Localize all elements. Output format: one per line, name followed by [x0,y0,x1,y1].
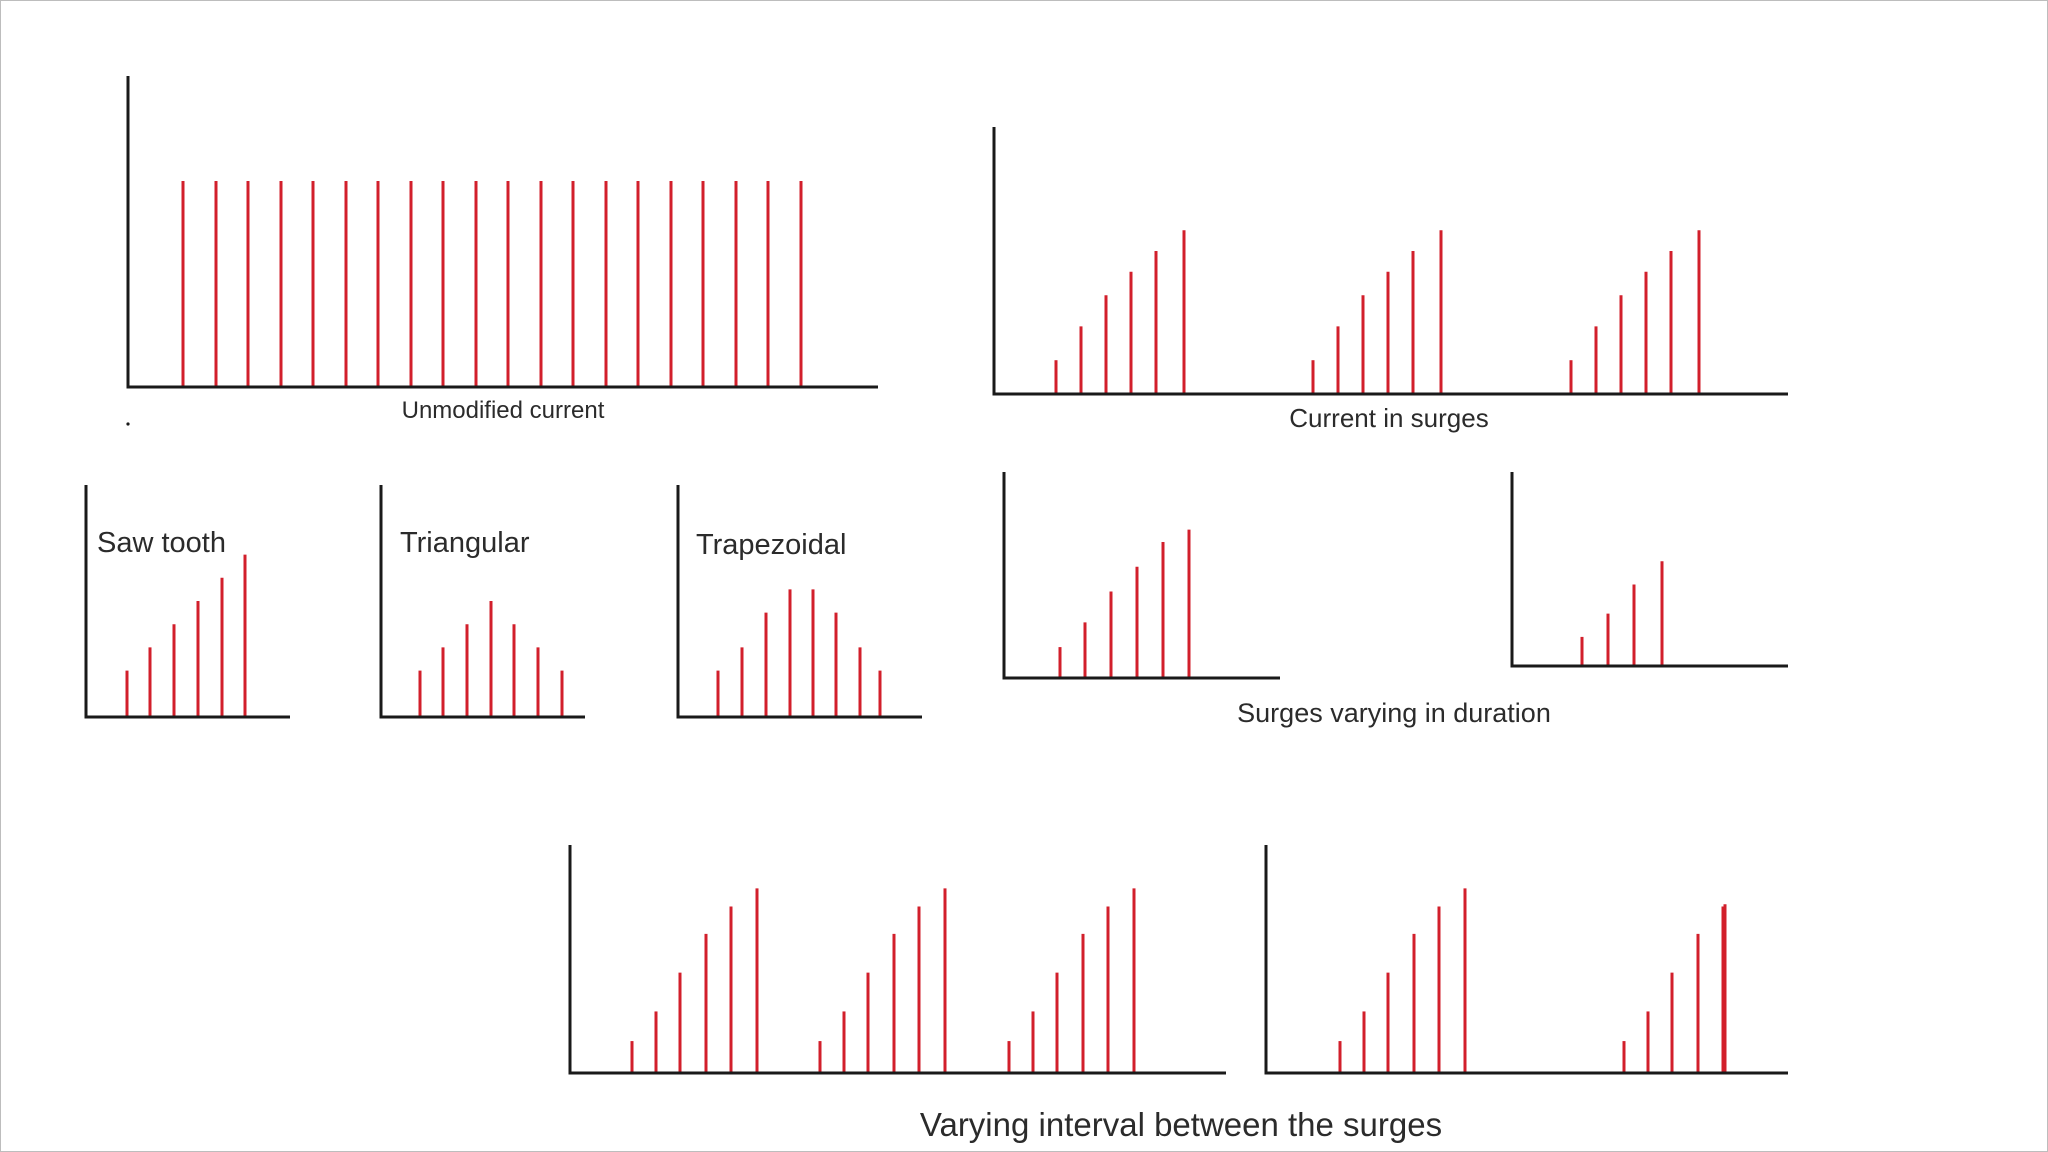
caption-varying-interval: Varying interval between the surges [920,1106,1442,1143]
title-saw-tooth: Saw tooth [97,527,226,559]
chart-interval-long [1264,845,1788,1075]
chart-surges [992,127,1788,396]
chart-interval-short [568,845,1226,1075]
chart-sawtooth [84,485,290,719]
caption-current-in-surges: Current in surges [1289,403,1488,433]
chart-unmodified [126,76,878,389]
charts-layer [84,76,1788,1075]
title-triangular: Triangular [400,527,530,559]
caption-surges-varying-duration: Surges varying in duration [1237,698,1551,728]
caption-unmodified-current: Unmodified current [402,397,605,424]
chart-triangular [379,485,585,719]
chart-duration-long [1002,472,1280,680]
chart-trapezoidal [676,485,922,719]
title-trapezoidal: Trapezoidal [696,529,846,561]
chart-duration-short [1510,472,1788,668]
stray-dot [126,422,130,426]
